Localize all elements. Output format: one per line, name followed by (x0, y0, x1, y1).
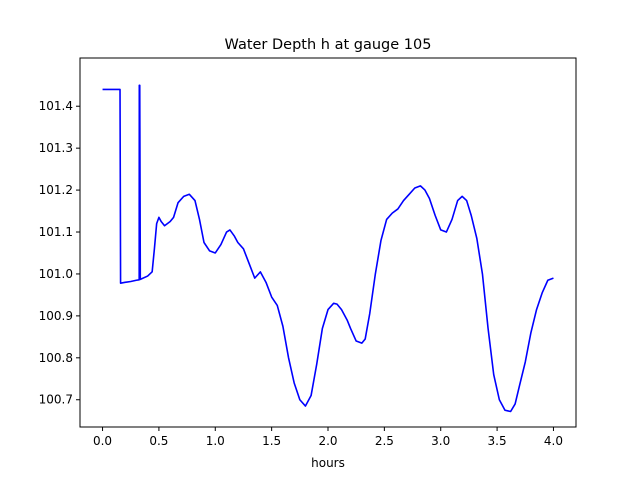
y-tick-label: 101.4 (39, 99, 73, 113)
x-axis: 0.0 0.5 1.0 1.5 2.0 2.5 3.0 3.5 4.0 (93, 427, 563, 448)
x-tick-label: 1.0 (206, 434, 225, 448)
y-tick-label: 100.7 (39, 393, 73, 407)
y-axis: 100.7 100.8 100.9 101.0 101.1 101.2 101.3 101.4 (39, 99, 80, 407)
x-tick-label: 3.0 (431, 434, 450, 448)
y-tick-label: 101.1 (39, 225, 73, 239)
plot-area (102, 84, 554, 413)
x-tick-label: 0.5 (149, 434, 168, 448)
x-tick-label: 2.0 (318, 434, 337, 448)
y-tick-label: 101.3 (39, 141, 73, 155)
x-tick-label: 3.5 (488, 434, 507, 448)
x-tick-label: 1.5 (262, 434, 281, 448)
chart-title: Water Depth h at gauge 105 (225, 37, 432, 53)
y-tick-label: 100.9 (39, 309, 73, 323)
y-tick-label: 101.2 (39, 183, 73, 197)
y-tick-label: 100.8 (39, 351, 73, 365)
y-tick-label: 101.0 (39, 267, 73, 281)
x-axis-label: hours (311, 456, 345, 470)
x-tick-label: 2.5 (375, 434, 394, 448)
x-tick-label: 0.0 (93, 434, 112, 448)
series-line-0 (102, 84, 554, 413)
x-tick-label: 4.0 (544, 434, 563, 448)
